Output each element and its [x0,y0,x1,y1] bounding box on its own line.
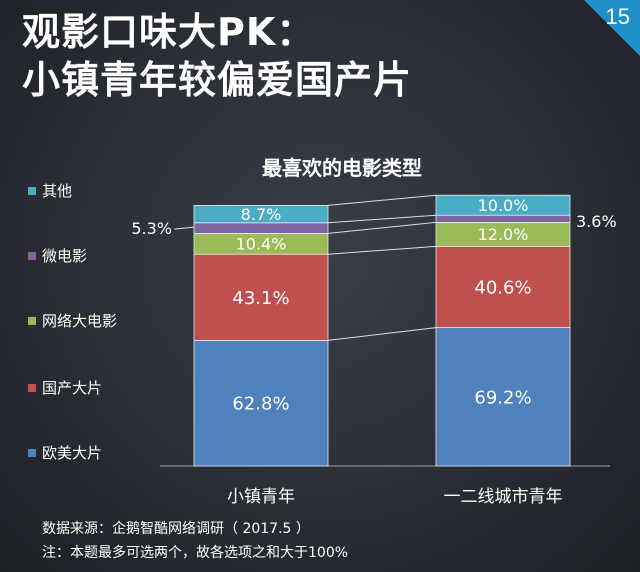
bar-segment-0-1 [193,253,329,341]
legend-label-1: 微电影 [42,247,88,265]
legend-swatch-4 [28,448,36,457]
bar-segment-1-0 [435,327,571,467]
connector-line-3 [327,221,437,234]
connector-line-4 [327,214,437,224]
legend-swatch-1 [28,251,36,260]
page-number: 15 [605,4,630,29]
page-number-badge: 15 [540,0,640,56]
bar-segment-1-1 [435,245,571,328]
data-label-1-0: 69.2% [474,387,531,408]
page-title: 观影口味大PK： 小镇青年较偏爱国产片 [22,8,412,104]
page-title-line1: 观影口味大PK： [22,10,316,54]
legend-item-2: 网络大电影 [28,310,117,331]
data-label-leader-0-3 [173,226,195,230]
legend-item-3: 国产大片 [28,377,102,398]
data-label-0-0: 62.8% [232,394,289,415]
legend-item-1: 微电影 [28,245,87,266]
legend-swatch-2 [28,316,36,325]
bar-segment-0-0 [193,339,329,467]
category-label-0: 小镇青年 [227,487,295,507]
category-label-1: 一二线城市青年 [444,487,563,507]
legend-item-0: 其他 [28,180,72,201]
bar-segment-1-4 [435,194,571,216]
connector-line-2 [327,245,437,255]
legend-label-2: 网络大电影 [42,312,118,330]
legend-swatch-3 [28,383,36,392]
page-number-triangle [584,0,640,56]
bar-segment-1-2 [435,221,571,247]
data-label-0-3: 5.3% [131,219,172,238]
connector-line-1 [327,327,437,341]
data-label-0-4: 8.7% [241,205,282,224]
legend-item-4: 欧美大片 [28,442,102,463]
legend-label-4: 欧美大片 [42,444,103,462]
data-label-1-2: 12.0% [478,225,529,244]
data-label-1-1: 40.6% [474,277,531,298]
bar-segment-0-4 [193,204,329,224]
data-label-1-3: 3.6% [576,212,617,231]
legend-swatch-0 [28,186,36,195]
legend-label-3: 国产大片 [42,379,103,397]
connector-line-5 [327,194,437,206]
bar-segment-0-3 [193,222,329,234]
page-title-line2: 小镇青年较偏爱国产片 [22,58,413,102]
chart-title: 最喜欢的电影类型 [262,156,422,180]
legend-label-0: 其他 [42,182,73,200]
data-label-0-2: 10.4% [236,235,287,254]
data-label-0-1: 43.1% [232,288,289,309]
data-source-note: 数据来源：企鹅智酷网络调研（ 2017.5 ） [42,521,310,537]
bar-segment-1-3 [435,214,571,223]
data-label-1-4: 10.0% [478,196,529,215]
footnote-note: 注：本题最多可选两个，故各选项之和大于100% [42,545,349,561]
